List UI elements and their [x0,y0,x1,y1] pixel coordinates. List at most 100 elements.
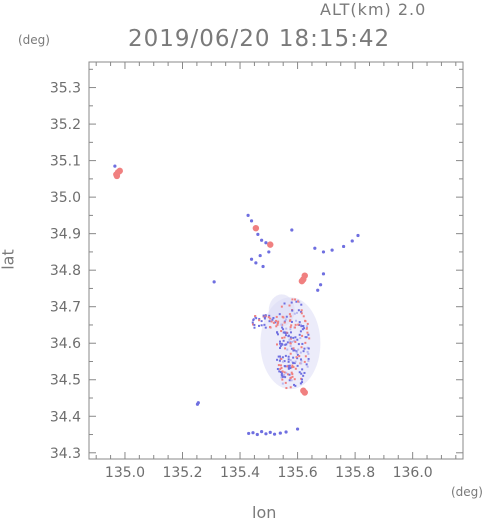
echo-pixel [279,343,281,345]
echo-pixel [284,303,286,305]
echo-pixel [304,320,306,322]
echo-pixel [290,359,292,361]
echo-pixel [269,320,271,322]
echo-pixel [268,316,270,318]
echo-pixel [303,372,305,374]
echo-pixel [279,347,281,349]
echo-pixel [300,325,302,327]
echo-pixel [291,372,293,374]
y-tick-label: 34.9 [50,227,81,243]
echo-pixel [299,321,301,323]
echo-pixel [294,378,296,380]
echo-pixel [271,319,273,321]
echo-pixel [287,341,289,343]
y-axis-label: lat [0,248,18,272]
echo-point [254,261,257,264]
y-tick-label: 35.3 [50,81,81,97]
echo-point [322,272,325,275]
echo-pixel [253,327,255,329]
echo-pixel [297,300,299,302]
y-tick-label: 34.5 [50,373,81,389]
echo-pixel [308,347,310,349]
echo-pixel [290,326,292,328]
echo-point [316,289,319,292]
echo-pixel [289,374,291,376]
y-tick-label: 34.6 [50,336,81,352]
echo-pixel [295,368,297,370]
echo-pixel [281,326,283,328]
echo-pixel [291,341,293,343]
echo-pixel [300,304,302,306]
echo-point [251,431,254,434]
echo-point [247,432,250,435]
echo-pixel [304,342,306,344]
echo-pixel [286,349,288,351]
echo-pixel [285,387,287,389]
echo-pixel [301,368,303,370]
echo-pixel [291,298,293,300]
plot-frame [89,62,463,459]
echo-pixel [294,298,296,300]
echo-pixel [300,362,302,364]
echo-pixel [301,381,303,383]
echo-pixel [289,367,291,369]
echo-pixel [292,357,294,359]
echo-pixel [284,365,286,367]
echo-pixel [290,345,292,347]
echo-point [356,234,359,237]
echo-point [300,388,306,394]
echo-pixel [296,356,298,358]
y-tick-label: 34.4 [50,409,81,425]
echo-pixel [263,324,265,326]
echo-pixel [301,346,303,348]
echo-pixel [270,327,272,329]
y-tick-label: 34.7 [50,300,81,316]
echo-pixel [299,334,301,336]
echo-pixel [290,353,292,355]
echo-pixel [277,333,279,335]
altitude-label: ALT(km) 2.0 [320,0,426,19]
echo-pixel [298,309,300,311]
echo-pixel [282,316,284,318]
echo-pixel [280,345,282,347]
echo-pixel [288,305,290,307]
echo-pixel [301,312,303,314]
echo-pixel [291,310,293,312]
echo-point [197,401,200,404]
echo-pixel [289,313,291,315]
echo-pixel [279,355,281,357]
echo-pixel [286,316,288,318]
y-tick-label: 35.2 [50,117,81,133]
echo-pixel [288,339,290,341]
echo-pixel [288,361,290,363]
echo-pixel [303,348,305,350]
echo-pixel [300,330,302,332]
x-tick-label: 135.2 [162,465,202,481]
echo-pixel [273,322,275,324]
echo-point [273,433,276,436]
echo-pixel [291,379,293,381]
echo-point [296,427,299,430]
echo-pixel [282,328,284,330]
echo-pixel [279,341,281,343]
echo-point [260,239,263,242]
echo-pixel [278,364,280,366]
echo-pixel [261,320,263,322]
x-tick-label: 135.8 [335,465,375,481]
echo-pixel [301,335,303,337]
echo-pixel [297,324,299,326]
echo-pixel [253,324,255,326]
echo-pixel [284,376,286,378]
echo-point [302,272,308,278]
echo-point [279,431,282,434]
echo-point [342,245,345,248]
echo-pixel [283,332,285,334]
echo-pixel [308,358,310,360]
echo-pixel [280,364,282,366]
echo-pixel [284,344,286,346]
echo-point [264,432,267,435]
echo-pixel [285,355,287,357]
echo-point [259,254,262,257]
echo-pixel [290,377,292,379]
echo-pixel [288,356,290,358]
